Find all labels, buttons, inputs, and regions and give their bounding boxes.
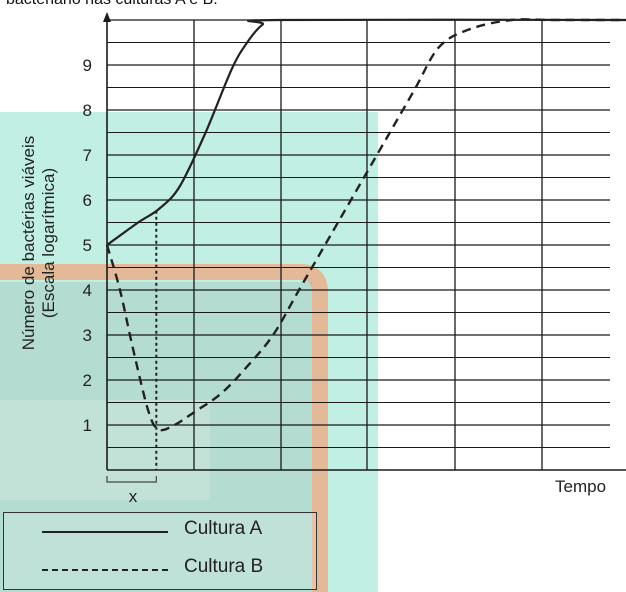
y-tick-label: 2 (83, 371, 92, 390)
series-group (105, 18, 626, 432)
legend-item-cultura-b: Cultura B (4, 553, 318, 587)
series-cultura-a-line (106, 18, 626, 246)
legend-dashed-line-icon (42, 569, 168, 571)
header-text: bacteriano nas culturas A e B. (6, 0, 218, 9)
x-axis-label: Tempo (555, 477, 606, 496)
y-tick-label: 3 (83, 326, 92, 345)
y-axis-label-line2: (Escala logarítmica) (39, 168, 58, 318)
x-marker-bracket (106, 476, 157, 483)
legend-label-b: Cultura B (184, 556, 264, 577)
legend-item-cultura-a: Cultura A (4, 515, 318, 549)
y-tick-label: 6 (83, 191, 92, 210)
y-tick-label: 8 (83, 101, 92, 120)
y-tick-label: 9 (83, 56, 92, 75)
grid (107, 19, 610, 470)
x-marker (106, 210, 158, 483)
y-tick-label: 5 (83, 236, 92, 255)
y-axis-label-group: Número de bactérias viáveis (Escala loga… (19, 136, 58, 350)
legend: Cultura A Cultura B (3, 512, 317, 590)
y-axis-arrow (103, 12, 111, 22)
series-cultura-b-line (105, 18, 626, 432)
x-marker-label: x (129, 487, 138, 506)
y-tick-labels: 1 2 3 4 5 6 7 8 9 (83, 56, 92, 435)
legend-label-a: Cultura A (184, 518, 263, 539)
axes (103, 12, 626, 471)
y-tick-label: 1 (83, 416, 92, 435)
legend-solid-line-icon (42, 531, 168, 533)
y-axis-label-line1: Número de bactérias viáveis (19, 136, 38, 350)
y-tick-label: 7 (83, 146, 92, 165)
y-tick-label: 4 (83, 281, 92, 300)
